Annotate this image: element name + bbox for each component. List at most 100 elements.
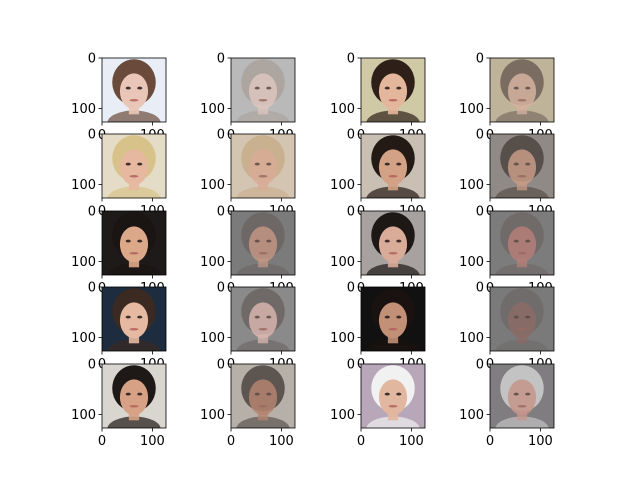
axes-frame: [230, 286, 296, 352]
face-shape: [248, 149, 278, 186]
y-tick-label: 100: [459, 408, 484, 423]
face-image-original: [102, 211, 166, 275]
eye-shape: [396, 239, 402, 243]
eye-shape: [137, 392, 143, 396]
axes-frame: [230, 210, 296, 276]
face-shape: [119, 149, 149, 186]
eye-shape: [384, 315, 390, 319]
axes-frame: [489, 210, 555, 276]
face-image-reconstruction: [231, 58, 295, 122]
y-tick-label: 100: [71, 255, 96, 270]
axes-frame: [101, 210, 167, 276]
mouth-shape: [129, 404, 139, 408]
shoulders-shape: [236, 186, 290, 198]
face-image-original: [102, 134, 166, 198]
face-image-original: [102, 287, 166, 351]
mouth-shape: [258, 98, 268, 102]
neck-shape: [387, 258, 399, 268]
eye-shape: [254, 86, 260, 90]
mouth-shape: [388, 98, 398, 102]
axes-frame: [489, 363, 555, 429]
y-tick-label: 0: [476, 128, 484, 143]
face-image-reconstruction: [490, 364, 554, 428]
face-shape: [119, 379, 149, 416]
y-tick-label: 0: [88, 281, 96, 296]
x-tick-label: 100: [528, 434, 553, 449]
eye-shape: [137, 162, 143, 166]
x-tick-label: 0: [227, 434, 235, 449]
mouth-shape: [129, 251, 139, 255]
neck-shape: [257, 258, 269, 268]
y-tick-label: 0: [217, 281, 225, 296]
axes-frame: [360, 363, 426, 429]
axes-frame: [360, 286, 426, 352]
neck-shape: [516, 334, 528, 344]
y-tick-label: 0: [347, 128, 355, 143]
face-image-reconstruction: [490, 211, 554, 275]
eye-shape: [384, 86, 390, 90]
shoulders-shape: [495, 339, 549, 351]
eye-shape: [384, 392, 390, 396]
y-tick-label: 0: [347, 52, 355, 67]
axes-frame: [101, 286, 167, 352]
mouth-shape: [388, 174, 398, 178]
y-tick-label: 100: [330, 408, 355, 423]
mouth-shape: [388, 251, 398, 255]
mouth-shape: [129, 327, 139, 331]
neck-shape: [257, 181, 269, 191]
shoulders-shape: [236, 263, 290, 275]
eye-shape: [254, 392, 260, 396]
face-shape: [119, 226, 149, 263]
eye-shape: [513, 315, 519, 319]
face-image-reconstruction: [490, 134, 554, 198]
face-shape: [507, 302, 537, 339]
eye-shape: [384, 162, 390, 166]
eye-shape: [254, 162, 260, 166]
face-shape: [378, 73, 408, 110]
y-tick-label: 0: [347, 281, 355, 296]
face-shape: [248, 379, 278, 416]
neck-shape: [387, 334, 399, 344]
axes-frame: [489, 57, 555, 123]
neck-shape: [387, 181, 399, 191]
eye-shape: [137, 239, 143, 243]
panel-grid: 0100010001000100010001000100010001000100…: [71, 52, 555, 449]
x-tick-label: 0: [98, 434, 106, 449]
eye-shape: [396, 162, 402, 166]
mouth-shape: [258, 251, 268, 255]
y-tick-label: 0: [347, 358, 355, 373]
shoulders-shape: [366, 416, 420, 428]
neck-shape: [516, 181, 528, 191]
mouth-shape: [517, 251, 527, 255]
x-tick-label: 100: [399, 434, 424, 449]
face-image-original: [102, 58, 166, 122]
face-image-reconstruction: [231, 364, 295, 428]
neck-shape: [516, 258, 528, 268]
shoulders-shape: [495, 263, 549, 275]
face-shape: [248, 73, 278, 110]
shoulders-shape: [107, 339, 161, 351]
eye-shape: [513, 162, 519, 166]
mouth-shape: [517, 174, 527, 178]
neck-shape: [128, 105, 140, 115]
axes-frame: [360, 57, 426, 123]
y-tick-label: 0: [476, 205, 484, 220]
neck-shape: [128, 334, 140, 344]
x-tick-label: 0: [357, 434, 365, 449]
shoulders-shape: [366, 110, 420, 122]
axes-frame: [101, 133, 167, 199]
axes-frame: [489, 133, 555, 199]
shoulders-shape: [107, 186, 161, 198]
y-tick-label: 100: [459, 102, 484, 117]
y-tick-label: 100: [459, 331, 484, 346]
mouth-shape: [258, 404, 268, 408]
x-tick-label: 100: [269, 434, 294, 449]
eye-shape: [525, 162, 531, 166]
neck-shape: [257, 334, 269, 344]
face-shape: [378, 302, 408, 339]
